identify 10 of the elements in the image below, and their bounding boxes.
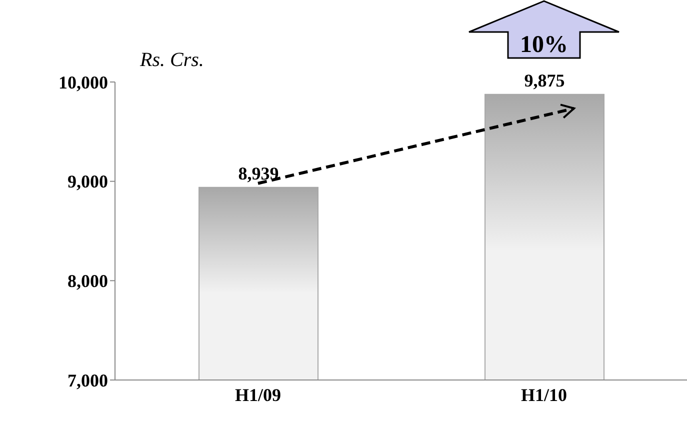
y-axis-title: Rs. Crs. xyxy=(139,49,204,71)
y-tick-label: 9,000 xyxy=(68,172,108,192)
x-tick-label: H1/10 xyxy=(520,384,568,405)
y-tick-label: 10,000 xyxy=(58,72,108,92)
text: 10% xyxy=(520,32,568,58)
data-label: 8,939 xyxy=(238,163,279,184)
x-tick-label: H1/09 xyxy=(234,384,282,405)
y-tick-label: 7,000 xyxy=(68,370,108,390)
y-tick-label: 8,000 xyxy=(68,271,108,292)
data-label: 9,875 xyxy=(524,70,565,90)
